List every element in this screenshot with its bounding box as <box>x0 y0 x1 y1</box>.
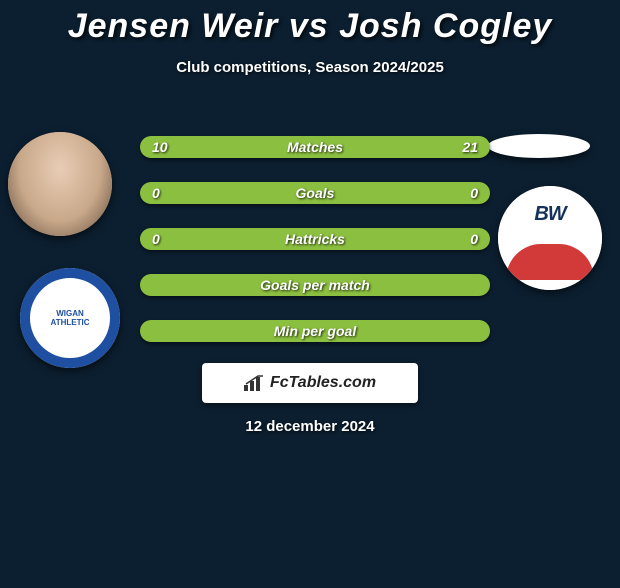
stat-left-value: 10 <box>152 139 168 155</box>
stat-row: Matches 10 21 <box>140 136 490 158</box>
person-icon <box>8 132 112 236</box>
stat-row: Hattricks 0 0 <box>140 228 490 250</box>
stat-label: Min per goal <box>274 323 356 339</box>
branding-box: FcTables.com <box>202 363 418 403</box>
branding-text: FcTables.com <box>270 374 376 392</box>
right-player-oval <box>488 134 590 158</box>
right-club-monogram: BW <box>508 198 591 229</box>
shield-icon: BW <box>498 186 602 290</box>
stat-label: Matches <box>287 139 343 155</box>
stat-right-value: 21 <box>462 139 478 155</box>
season-subtitle: Club competitions, Season 2024/2025 <box>0 59 620 76</box>
stat-row: Goals 0 0 <box>140 182 490 204</box>
stat-row: Min per goal <box>140 320 490 342</box>
left-club-badge: WIGANATHLETIC <box>20 268 120 368</box>
left-club-name: WIGANATHLETIC <box>51 309 90 327</box>
left-player-avatar <box>8 132 112 236</box>
date-label: 12 december 2024 <box>0 418 620 435</box>
stat-right-value: 0 <box>470 231 478 247</box>
stat-label: Goals <box>296 185 335 201</box>
bar-chart-icon <box>244 375 264 391</box>
stat-label: Goals per match <box>260 277 370 293</box>
stat-row: Goals per match <box>140 274 490 296</box>
stat-label: Hattricks <box>285 231 345 247</box>
right-club-badge: BW <box>498 186 602 290</box>
stats-panel: Matches 10 21 Goals 0 0 Hattricks 0 0 Goals per m… <box>140 136 490 366</box>
stat-left-value: 0 <box>152 231 160 247</box>
shield-icon: WIGANATHLETIC <box>20 268 120 368</box>
stat-left-value: 0 <box>152 185 160 201</box>
ribbon-icon <box>506 244 593 279</box>
page-title: Jensen Weir vs Josh Cogley <box>0 8 620 45</box>
stat-right-value: 0 <box>470 185 478 201</box>
